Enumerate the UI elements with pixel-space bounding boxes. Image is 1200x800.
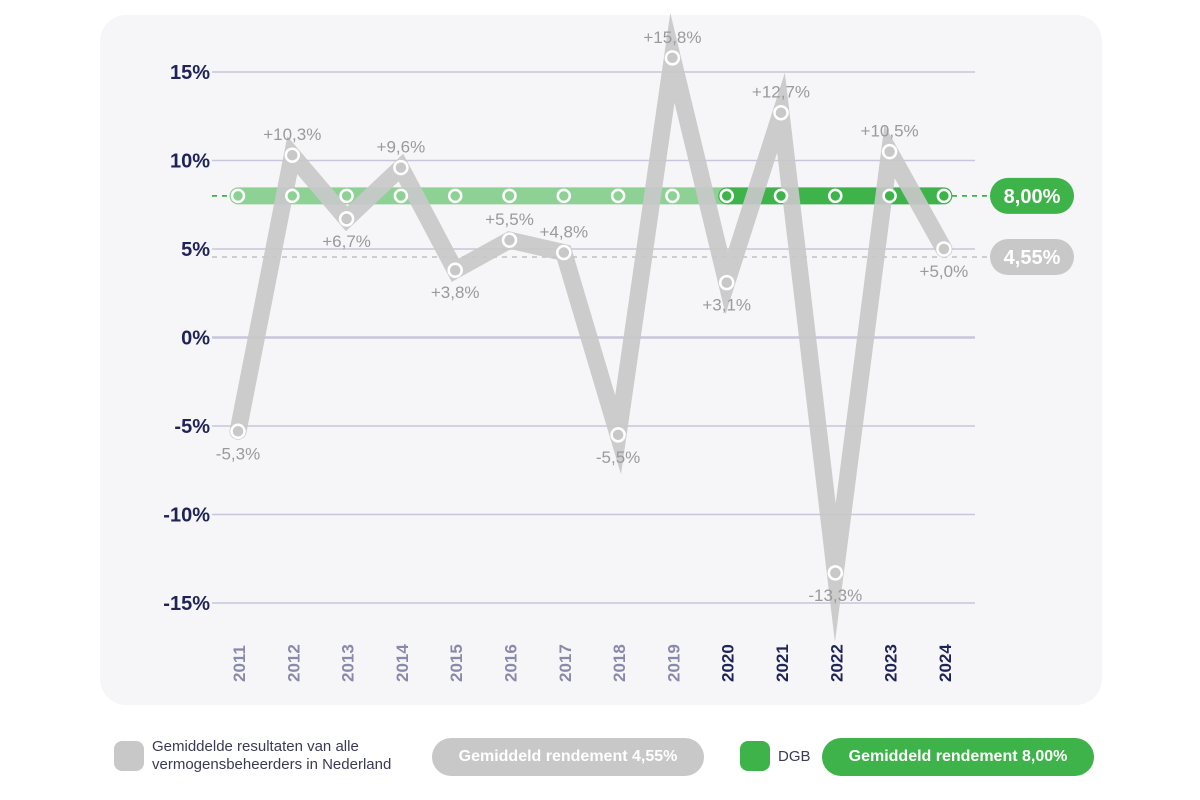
reference-badge-label: 4,55%	[1004, 247, 1061, 269]
x-tick-label: 2024	[936, 644, 955, 682]
market-point	[881, 143, 898, 160]
dgb-point	[393, 188, 409, 204]
y-tick-label: -5%	[174, 416, 210, 438]
y-tick-label: 0%	[181, 328, 210, 350]
dgb-point	[447, 188, 463, 204]
dgb-point	[719, 188, 734, 204]
x-tick-label: 2014	[393, 644, 412, 682]
dgb-point	[828, 188, 843, 204]
dgb-point	[936, 188, 952, 204]
dgb-average-pill: Gemiddeld rendement 8,00%	[822, 738, 1094, 776]
data-markers	[230, 50, 952, 581]
x-tick-label: 2021	[773, 644, 792, 682]
market-line	[229, 12, 953, 643]
market-average-pill: Gemiddeld rendement 4,55%	[432, 738, 704, 776]
market-data-label: +3,1%	[702, 296, 751, 315]
x-tick-label: 2016	[502, 644, 521, 682]
reference-lines: 8,00% 4,55%	[212, 177, 1074, 275]
reference-badge	[990, 238, 1074, 275]
dgb-point	[773, 188, 789, 204]
line-chart: 8,00% 4,55% -5,3% +10,3% +6,7% +9,6% +3,8% +5,…	[163, 12, 1074, 682]
market-data-label: +15,8%	[643, 28, 701, 47]
y-tick-label: 10%	[170, 151, 210, 173]
x-tick-label: 2020	[719, 644, 738, 682]
x-tick-label: 2013	[339, 644, 358, 682]
dgb-point	[339, 188, 354, 204]
market-data-label: -13,3%	[808, 586, 862, 605]
legend-label-market-line2: vermogensbeheerders in Nederland	[152, 756, 392, 773]
market-data-label: -5,5%	[596, 448, 640, 467]
market-point	[338, 211, 355, 227]
data-labels: -5,3% +10,3% +6,7% +9,6% +3,8% +5,5% +4,8% -5,5…	[216, 28, 968, 605]
dgb-point	[556, 188, 572, 204]
market-data-label: +5,0%	[920, 262, 969, 281]
x-tick-label: 2022	[827, 644, 846, 682]
dgb-point	[230, 188, 246, 204]
dgb-point	[502, 188, 517, 204]
legend-swatch-dgb	[740, 741, 770, 771]
legend-swatch-market	[114, 741, 144, 771]
market-series	[229, 12, 953, 643]
market-point	[501, 232, 518, 248]
reference-badge	[990, 177, 1074, 214]
market-data-label: +12,7%	[752, 83, 810, 102]
x-tick-label: 2015	[447, 644, 466, 682]
market-data-label: +3,8%	[431, 283, 480, 302]
reference-badge-label: 8,00%	[1004, 186, 1061, 208]
market-data-label: +9,6%	[377, 138, 426, 157]
market-point	[936, 241, 952, 257]
market-data-label: +5,5%	[485, 210, 534, 229]
legend-label-market-line1: Gemiddelde resultaten van alle	[152, 738, 359, 755]
axis-labels: 15% 10% 5% 0% -5% -10% -15% 2011 2012 2013 2014 201…	[163, 62, 955, 682]
dgb-point	[285, 188, 300, 204]
legend-label-market: Gemiddelde resultaten van alle vermogens…	[152, 738, 391, 774]
x-tick-label: 2018	[610, 644, 629, 682]
legend: Gemiddelde resultaten van alle vermogens…	[0, 730, 1200, 790]
market-point	[827, 565, 844, 581]
market-point	[393, 159, 409, 176]
dgb-point	[665, 188, 680, 204]
market-data-label: +10,5%	[861, 122, 919, 141]
market-point	[610, 427, 626, 443]
market-data-label: +4,8%	[539, 223, 588, 242]
market-point	[284, 147, 301, 163]
market-data-label: +6,7%	[322, 232, 371, 251]
y-tick-label: -15%	[163, 593, 210, 615]
x-tick-label: 2011	[230, 645, 249, 682]
y-tick-label: -10%	[163, 505, 210, 527]
x-tick-label: 2019	[664, 644, 683, 682]
dgb-point	[882, 188, 897, 204]
x-tick-label: 2023	[882, 644, 901, 682]
x-tick-label: 2012	[284, 644, 303, 682]
market-data-label: -5,3%	[216, 444, 260, 463]
market-point	[718, 274, 735, 291]
market-point	[773, 104, 789, 121]
market-point	[664, 50, 681, 66]
market-point	[230, 423, 246, 440]
market-data-label: +10,3%	[263, 125, 321, 144]
y-tick-label: 5%	[181, 239, 210, 261]
x-tick-label: 2017	[556, 644, 575, 682]
market-point	[556, 244, 572, 261]
y-tick-label: 15%	[170, 62, 210, 84]
legend-label-dgb: DGB	[778, 748, 811, 765]
dgb-point	[610, 188, 626, 204]
market-point	[447, 262, 463, 278]
